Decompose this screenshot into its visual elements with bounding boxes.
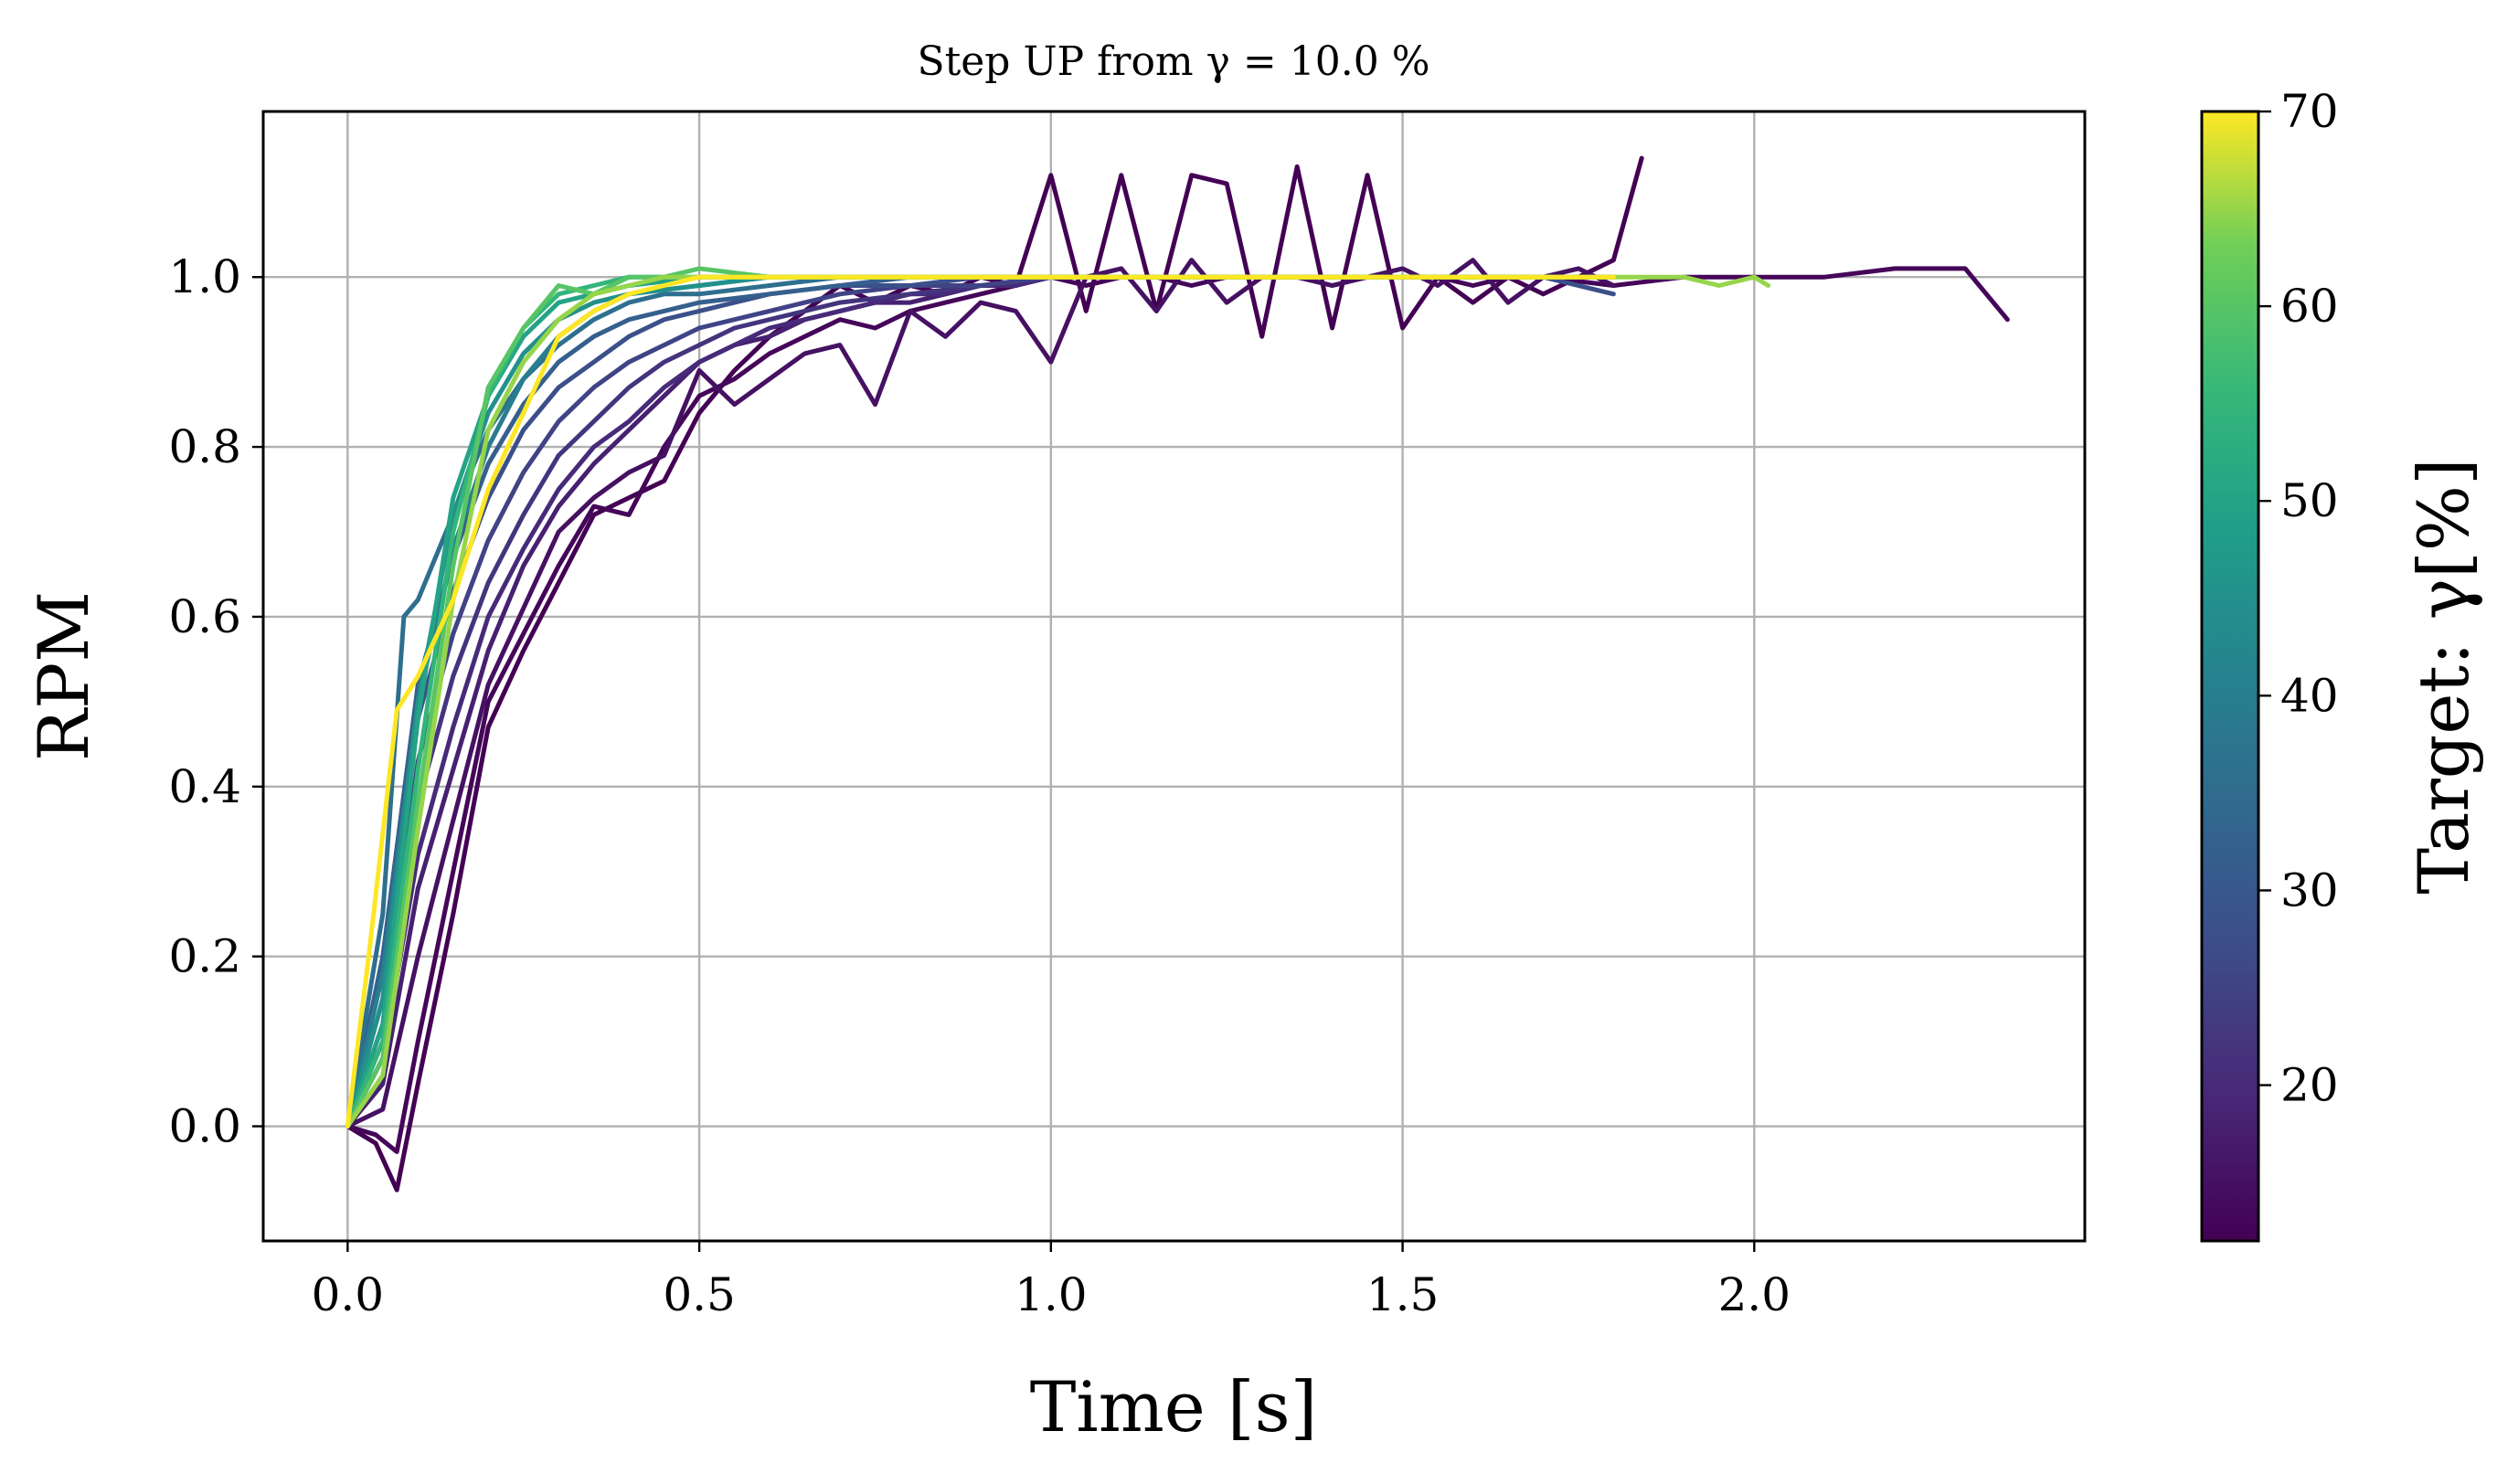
colorbar-tick-label: 20 — [2280, 1059, 2339, 1112]
series-line-target-50 — [345, 274, 1616, 1129]
series-line-target-40 — [345, 274, 1616, 1129]
series-line-target-22 — [345, 274, 1616, 1129]
grid — [263, 111, 2085, 1241]
colorbar-label: Target: γ[%] — [2403, 458, 2484, 894]
series-line-target-25 — [345, 274, 1616, 1129]
y-tick-label: 0.8 — [168, 420, 241, 473]
y-tick-label: 0.0 — [168, 1100, 241, 1153]
series-line-target-18 — [345, 274, 1616, 1129]
plot-frame — [261, 110, 2087, 1243]
series-line-target-55 — [345, 274, 1616, 1129]
series-line-target-32 — [345, 274, 1616, 1129]
series-line-target-45 — [345, 274, 1616, 1129]
series-line-target-28 — [345, 274, 1616, 1129]
series-line-target-70 — [345, 274, 1616, 1129]
series-line-target-15 — [345, 258, 1616, 1129]
x-tick-label: 2.0 — [1718, 1268, 1791, 1321]
series-line-target-65 — [345, 274, 1771, 1129]
series-line-target-36 — [345, 274, 1616, 1129]
y-tick-label: 0.2 — [168, 930, 241, 983]
series-layer — [345, 155, 2010, 1192]
chart-title: Step UP from γ = 10.0 % — [917, 38, 1429, 85]
series-line-target-13 — [345, 266, 2010, 1154]
x-ticks: 0.0 0.5 1.0 1.5 2.0 — [312, 1241, 1791, 1321]
x-tick-label: 0.5 — [663, 1268, 736, 1321]
colorbar: 20 30 40 50 60 70 Target: γ[%] — [2200, 85, 2484, 1243]
colorbar-ticks: 20 30 40 50 60 70 — [2258, 85, 2339, 1112]
x-tick-label: 1.0 — [1015, 1268, 1088, 1321]
colorbar-gradient — [2200, 110, 2260, 1243]
y-tick-label: 0.6 — [168, 590, 241, 643]
y-tick-label: 1.0 — [168, 250, 241, 303]
colorbar-tick-label: 30 — [2280, 864, 2339, 917]
x-tick-label: 0.0 — [312, 1268, 385, 1321]
y-tick-label: 0.4 — [168, 760, 241, 813]
y-axis-label: RPM — [23, 591, 104, 761]
colorbar-tick-label: 50 — [2280, 474, 2339, 527]
colorbar-tick-label: 60 — [2280, 280, 2339, 333]
series-line-target-60 — [345, 266, 1616, 1129]
x-tick-label: 1.5 — [1366, 1268, 1440, 1321]
x-axis-label: Time [s] — [1030, 1366, 1318, 1447]
series-line-target-20 — [345, 274, 1616, 1129]
colorbar-tick-label: 40 — [2280, 669, 2339, 722]
colorbar-tick-label: 70 — [2280, 85, 2339, 138]
y-ticks: 0.0 0.2 0.4 0.6 0.8 1.0 — [168, 250, 263, 1153]
